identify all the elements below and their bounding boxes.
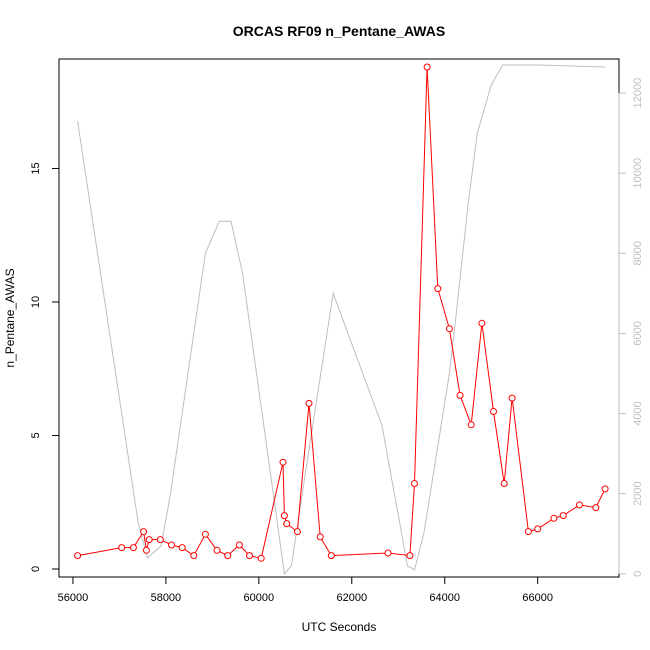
series-0-point (74, 552, 82, 560)
x-axis: 56000 58000 60000 62000 64000 66000 (58, 576, 553, 604)
series-0-point (213, 546, 221, 554)
y2-tick-label: 10000 (632, 158, 644, 189)
x-tick-label: 60000 (244, 592, 275, 604)
series-0-point (423, 63, 431, 71)
series-0-point (246, 552, 253, 560)
series-0-point (129, 544, 137, 552)
y2-tick-label: 0 (632, 571, 644, 577)
series-0-point (145, 536, 153, 544)
series-0-point (235, 541, 243, 549)
series-0-point (434, 285, 442, 293)
series-0-point (316, 533, 324, 541)
x-tick-label: 62000 (336, 592, 367, 604)
series-0-point (257, 554, 265, 562)
series-0-point (168, 541, 175, 549)
series-0-point (384, 549, 392, 557)
y2-tick-label: 4000 (632, 401, 644, 425)
y2-tick-label: 2000 (632, 481, 644, 505)
x-axis-label: UTC Seconds (302, 620, 377, 634)
y-tick-label: 10 (30, 296, 42, 308)
y-tick-label: 5 (30, 432, 42, 438)
series-0-point (500, 480, 508, 487)
series-0-point (524, 528, 532, 536)
series-0-point (559, 512, 567, 520)
series-0-point (283, 520, 291, 528)
series-0-point (190, 552, 198, 560)
series-0-point (305, 399, 313, 407)
series-0-point (550, 514, 558, 522)
y-tick-label: 15 (30, 162, 42, 174)
series-0-point (279, 458, 287, 466)
x-tick-label: 58000 (151, 592, 182, 604)
series-0-point (456, 391, 464, 399)
series-layer (74, 63, 609, 575)
series-0-point (601, 485, 609, 493)
x-tick-label: 64000 (429, 592, 460, 604)
series-0-point (508, 394, 516, 402)
series-0-point (411, 480, 418, 487)
series-0-point (467, 421, 475, 429)
series-0-point (142, 546, 150, 554)
series-0-point (156, 536, 164, 544)
series-0-point (478, 319, 486, 327)
x-tick-label: 56000 (58, 592, 89, 604)
series-0-point (201, 530, 209, 538)
series-0-point (406, 552, 414, 560)
y-axis-right: 0 2000 4000 6000 8000 10000 12000 (618, 78, 644, 577)
x-tick-label: 66000 (522, 592, 553, 604)
series-0-point (293, 528, 301, 536)
series-0-point (576, 501, 583, 509)
series-0-point (592, 504, 600, 512)
y-axis-left: 0 5 10 15 (30, 162, 60, 572)
series-0-point (140, 528, 148, 536)
y2-tick-label: 8000 (632, 241, 644, 265)
series-0-point (280, 512, 288, 520)
y2-tick-label: 12000 (632, 78, 644, 109)
y2-tick-label: 6000 (632, 321, 644, 345)
series-0-point (534, 525, 542, 533)
chart-title: ORCAS RF09 n_Pentane_AWAS (233, 23, 445, 39)
series-0-point (224, 552, 232, 560)
series-0-point (490, 408, 497, 415)
series-0-point (445, 325, 453, 333)
y-axis-label: n_Pentane_AWAS (3, 268, 17, 367)
series-0-point (118, 544, 126, 552)
series-0-point (327, 552, 335, 560)
series-0-point (178, 544, 186, 552)
y-tick-label: 0 (30, 566, 42, 572)
series-1-line (77, 64, 606, 575)
